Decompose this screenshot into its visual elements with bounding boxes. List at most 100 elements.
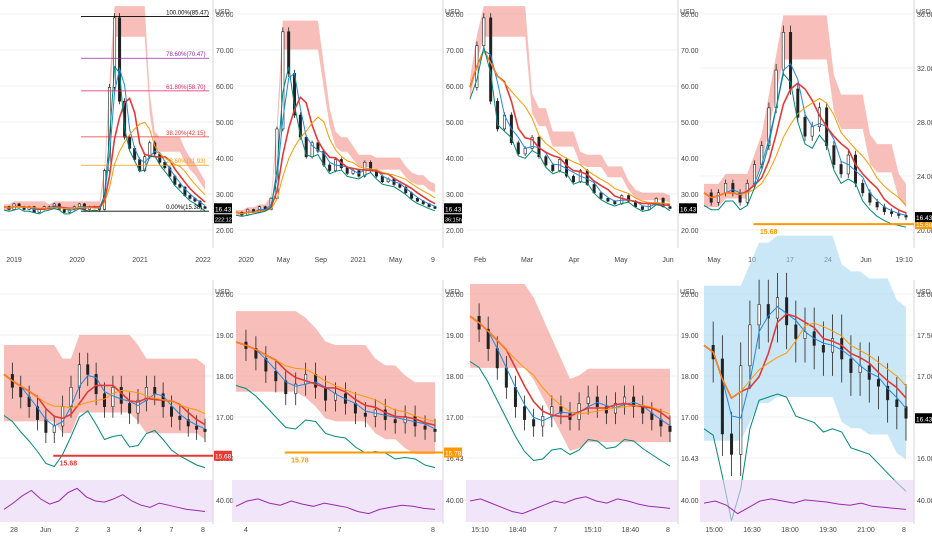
price-tick-label: 17.00 xyxy=(681,415,699,422)
price-tick-label: 40.00 xyxy=(216,156,234,163)
candle-body xyxy=(876,379,880,387)
support-price-tag xyxy=(915,219,932,230)
candle-body xyxy=(810,126,814,137)
candle-body xyxy=(415,198,419,202)
candle-body xyxy=(128,136,132,149)
candle-body xyxy=(731,183,735,194)
time-tick-label: 18:00 xyxy=(781,527,799,534)
chart-panel-bottom-3: 20.00 19.00 18.00 17.00 16.43 USD 15:10 18:40 7 1… xyxy=(466,280,699,534)
currency-label: USD xyxy=(680,289,695,296)
price-tick-label: 40.00 xyxy=(681,156,699,163)
price-tick-label: 16.43 xyxy=(446,456,464,463)
price-tick-label: 50.00 xyxy=(446,120,464,127)
candle-body xyxy=(287,31,291,74)
candle-body xyxy=(668,425,672,432)
price-tick-label: 20.00 xyxy=(446,292,464,299)
moving-average-line xyxy=(703,62,907,216)
candle-body xyxy=(832,145,836,165)
time-tick-label: 2022 xyxy=(195,257,211,264)
price-tick-label: 18.00 xyxy=(917,292,932,299)
time-tick-label: 7 xyxy=(553,527,557,534)
candle-body xyxy=(294,383,298,395)
time-tick-label: 7 xyxy=(338,527,342,534)
time-tick-label: 2 xyxy=(75,527,79,534)
candle-body xyxy=(178,184,182,188)
price-tick-label: 80.00 xyxy=(681,12,699,19)
candle-body xyxy=(136,399,140,414)
price-tick-label: 30.00 xyxy=(446,192,464,199)
candle-body xyxy=(532,419,536,427)
price-tick-label: 24.00 xyxy=(917,174,932,181)
moving-average-line xyxy=(703,97,907,206)
oscillator-band xyxy=(232,480,443,522)
support-price-tag-text: 15.68 xyxy=(916,222,932,229)
moving-average-line xyxy=(469,315,671,427)
time-tick-label: May xyxy=(707,257,721,264)
currency-label: USD xyxy=(916,289,931,296)
price-tick-label: 19.00 xyxy=(681,333,699,340)
candle-body xyxy=(785,297,789,326)
candle-body xyxy=(61,406,65,427)
support-price-tag xyxy=(444,447,462,458)
chart-panel-bottom-4: 18.0017.5017.0016.5016.00USD16.4315:0016… xyxy=(700,235,932,534)
candle-body xyxy=(523,406,527,420)
ichimoku-cloud xyxy=(236,20,435,216)
moving-average-line xyxy=(235,385,436,469)
time-tick-label: 28 xyxy=(10,527,18,534)
candle-body xyxy=(595,396,599,407)
time-tick-label: 15:00 xyxy=(705,527,723,534)
candle-body xyxy=(423,425,427,430)
time-tick-label: 8 xyxy=(902,527,906,534)
time-tick-label: 15:10 xyxy=(584,527,602,534)
candle-body xyxy=(904,406,908,419)
candle-body xyxy=(345,167,349,174)
candle-body xyxy=(52,425,56,433)
last-price-tag xyxy=(444,203,462,214)
price-tick-label: 17.00 xyxy=(216,415,234,422)
candle-body xyxy=(398,184,402,188)
candle-body xyxy=(904,215,908,218)
oscillator-line xyxy=(235,498,436,515)
candle-body xyxy=(19,386,23,398)
last-price-tag xyxy=(214,203,232,214)
candle-body xyxy=(890,211,894,214)
support-price-tag-text: 15.68 xyxy=(215,454,232,461)
candle-body xyxy=(113,17,117,88)
candle-body xyxy=(118,17,122,102)
candle-body xyxy=(281,31,285,130)
time-tick-label: 15:10 xyxy=(471,527,489,534)
time-tick-label: 8 xyxy=(431,527,435,534)
fib-level-label: 61.80%(58.70) xyxy=(166,85,205,91)
currency-label: USD xyxy=(445,9,460,16)
candle-body xyxy=(274,370,278,382)
candle-body xyxy=(895,399,899,407)
moving-average-line xyxy=(235,95,436,215)
chart-panel-bottom-1: 20.0019.0018.0017.0016.00USD15.6815.6828… xyxy=(0,280,234,534)
chart-panel-top-1: 80.00 70.00 60.00 50.00 40.00 30.00 20.00 USD 10… xyxy=(0,0,235,264)
time-tick-label: 21:00 xyxy=(857,527,875,534)
price-tick-label: 20.00 xyxy=(446,228,464,235)
candle-body xyxy=(794,324,798,339)
price-tick-label: 70.00 xyxy=(681,48,699,55)
candle-body xyxy=(640,206,644,210)
moving-average-line xyxy=(703,322,907,399)
time-tick-label: 8 xyxy=(201,527,205,534)
price-tick-label: 20.00 xyxy=(681,292,699,299)
support-label: 15.68 xyxy=(760,229,778,236)
fib-level-label: 38.20%(42.15) xyxy=(166,131,205,137)
oscillator-line xyxy=(703,498,907,515)
last-price-tag xyxy=(915,212,932,223)
countdown-tag xyxy=(444,214,462,224)
candle-body xyxy=(781,32,785,71)
moving-average-line xyxy=(703,72,907,228)
price-tick-label: 80.00 xyxy=(216,12,234,19)
candle-body xyxy=(119,386,123,404)
price-tick-label: 60.00 xyxy=(681,84,699,91)
support-price-tag-text: 15.78 xyxy=(445,451,462,458)
fib-level-label: 100.00%(85.47) xyxy=(166,11,209,17)
price-tick-label: 19.00 xyxy=(216,333,234,340)
price-tick-label: 16.43 xyxy=(681,456,699,463)
candle-body xyxy=(803,116,807,137)
time-tick-label: 18:40 xyxy=(509,527,527,534)
